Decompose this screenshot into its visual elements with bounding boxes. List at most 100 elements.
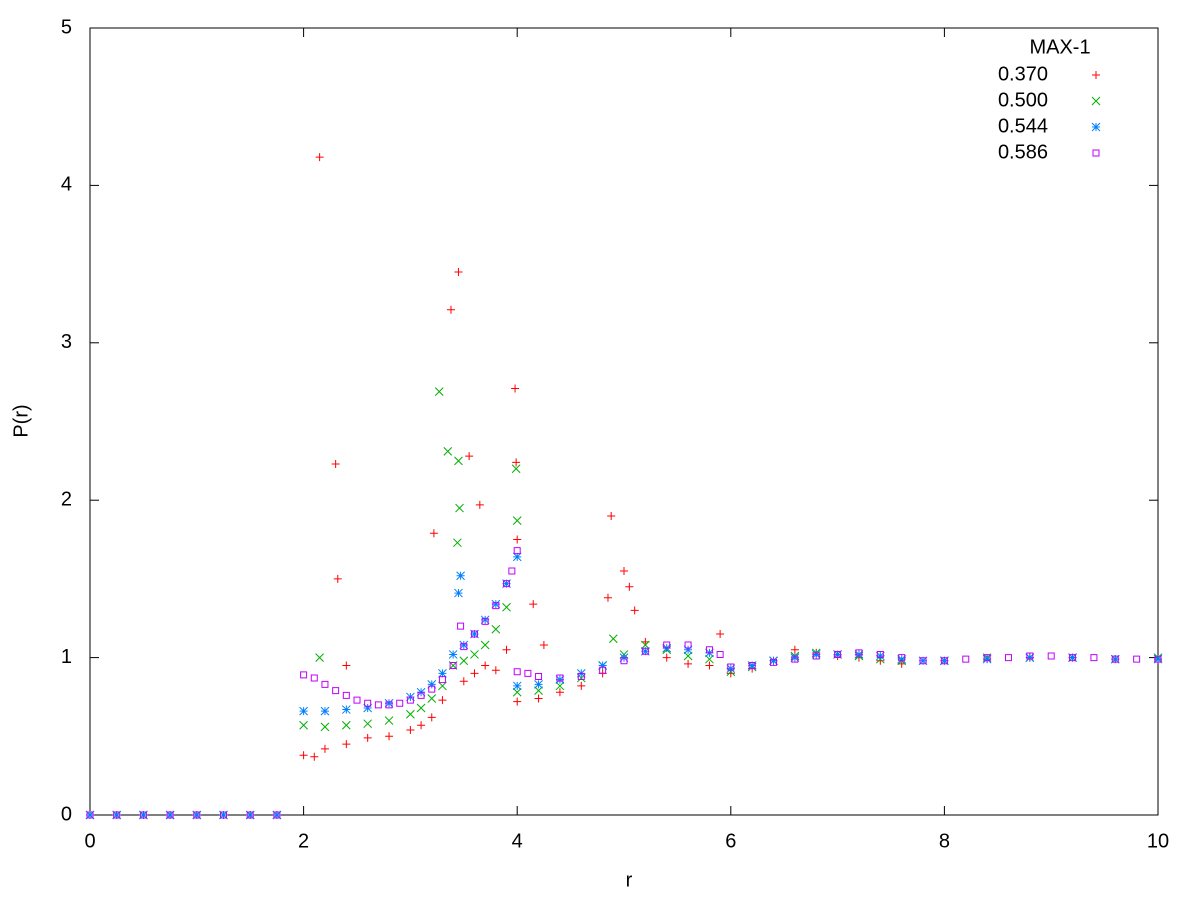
point <box>454 267 463 276</box>
point <box>320 744 329 753</box>
point <box>790 645 799 654</box>
point <box>434 387 444 396</box>
point <box>524 669 532 677</box>
point <box>513 535 522 544</box>
point <box>577 672 585 680</box>
point <box>716 650 724 658</box>
point <box>429 529 438 538</box>
point <box>982 654 992 664</box>
point <box>363 733 372 742</box>
legend-marker <box>1092 71 1100 79</box>
point <box>427 680 437 689</box>
point <box>1090 654 1098 662</box>
x-tick-label: 8 <box>939 830 950 852</box>
point <box>112 810 122 820</box>
point <box>396 699 404 707</box>
point <box>455 503 464 513</box>
y-tick-label: 1 <box>61 646 72 668</box>
point <box>438 681 447 691</box>
point <box>341 705 351 714</box>
point <box>962 655 970 663</box>
point <box>446 305 455 314</box>
point <box>449 661 457 669</box>
point <box>1111 655 1119 663</box>
point <box>363 703 373 713</box>
point <box>641 647 649 655</box>
point <box>299 751 308 760</box>
point <box>1154 655 1162 663</box>
point <box>607 511 616 520</box>
point <box>470 629 479 639</box>
point <box>310 674 318 682</box>
point <box>321 680 329 688</box>
point <box>193 811 201 819</box>
point <box>438 668 447 678</box>
point <box>454 588 463 598</box>
point <box>1153 654 1163 664</box>
point <box>534 680 543 689</box>
point <box>374 701 382 709</box>
point <box>790 653 800 662</box>
point <box>770 658 778 666</box>
point <box>919 657 927 665</box>
x-tick-label: 10 <box>1147 830 1169 852</box>
legend-label: 0.544 <box>998 115 1048 137</box>
point <box>459 656 469 666</box>
legend-title: MAX-1 <box>1029 36 1090 58</box>
point <box>556 674 564 682</box>
point <box>811 650 821 659</box>
point <box>385 732 394 741</box>
point <box>1025 653 1035 662</box>
point <box>898 654 906 662</box>
point <box>918 656 928 666</box>
point <box>165 810 175 820</box>
point <box>727 663 735 671</box>
point <box>598 661 607 670</box>
x-tick-label: 4 <box>512 830 523 852</box>
point <box>535 672 543 680</box>
point <box>1069 654 1077 662</box>
point <box>716 629 725 638</box>
point <box>470 669 479 678</box>
point <box>833 650 842 659</box>
plot-frame <box>89 27 1159 816</box>
point <box>443 447 453 456</box>
point <box>320 706 330 716</box>
point <box>603 593 612 602</box>
y-tick-label: 4 <box>61 174 72 196</box>
point <box>341 720 351 730</box>
point <box>459 640 469 650</box>
y-tick-label: 0 <box>61 803 72 825</box>
point <box>448 650 458 659</box>
legend-label: 0.370 <box>998 63 1048 85</box>
point <box>1068 653 1077 662</box>
point <box>555 688 564 697</box>
point <box>465 452 474 461</box>
point <box>460 643 468 651</box>
point <box>512 552 522 562</box>
point <box>113 811 121 819</box>
point <box>384 716 394 725</box>
point <box>641 640 650 650</box>
point <box>726 664 736 673</box>
point <box>513 668 521 676</box>
point <box>663 641 671 649</box>
point <box>620 657 628 665</box>
point <box>470 650 479 659</box>
point <box>246 811 254 819</box>
point <box>940 657 948 665</box>
point <box>529 600 538 609</box>
point <box>812 652 820 660</box>
point <box>406 696 414 704</box>
point <box>1047 652 1055 660</box>
point <box>577 681 586 690</box>
point <box>315 153 324 162</box>
point <box>683 651 693 661</box>
point <box>310 752 319 761</box>
point <box>166 811 174 819</box>
point <box>364 699 372 707</box>
point <box>1004 654 1012 662</box>
point <box>454 456 463 466</box>
point <box>272 810 282 820</box>
point <box>457 622 465 630</box>
